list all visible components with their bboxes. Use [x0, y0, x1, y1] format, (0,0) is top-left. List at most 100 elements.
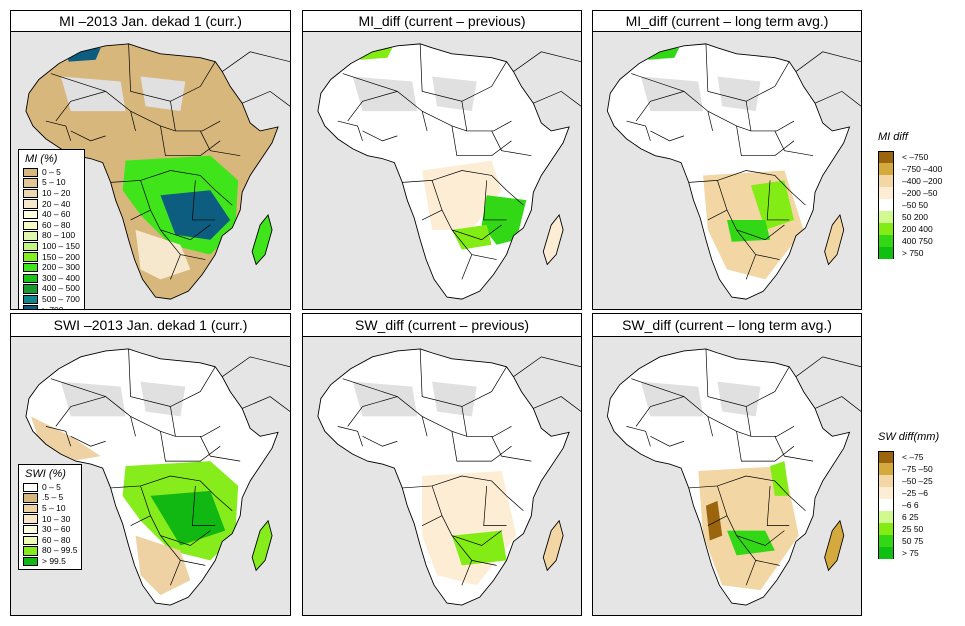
country-border: [491, 130, 532, 157]
data-region: [352, 381, 418, 417]
country-border: [170, 101, 221, 132]
country-border: [402, 475, 507, 497]
legend-swatch: [878, 187, 894, 199]
data-layer: [25, 348, 279, 606]
country-border: [631, 73, 713, 132]
legend-item: 200 – 300: [23, 262, 80, 273]
data-region: [65, 47, 101, 62]
legend-swatch: [878, 499, 894, 511]
country-border: [635, 91, 685, 122]
country-border: [362, 435, 398, 447]
panel-title: SW_diff (current – long term avg.): [592, 313, 862, 338]
country-border: [110, 475, 216, 497]
data-region: [824, 215, 844, 265]
country-border: [707, 110, 752, 132]
legend-item: 10 – 20: [23, 188, 80, 199]
country-border: [160, 431, 221, 462]
legend-item: > 75: [878, 547, 939, 559]
legend-label: 50 75: [902, 535, 924, 546]
legend-label: –6 6: [902, 499, 919, 510]
legend-swatch: [23, 284, 38, 294]
legend-label: 60 – 80: [42, 534, 71, 545]
legend-label: < –75: [902, 451, 924, 462]
legend-swatch: [23, 305, 38, 309]
madagascar-coastline: [251, 214, 273, 266]
legend-item: 100 – 150: [23, 241, 80, 252]
legend-sw-diff: SW diff(mm) < –75 –75 –50 –50 –25 –25 –6 –6 …: [878, 431, 939, 559]
legend-swatch: [23, 231, 38, 241]
legend-label: 40 – 60: [42, 209, 71, 220]
data-region: [543, 215, 564, 265]
country-border: [631, 378, 713, 437]
panel-title: SW_diff (current – previous): [302, 313, 582, 338]
legend-label: 60 – 80: [42, 219, 71, 230]
map-mi-diff-previous: [302, 31, 582, 310]
country-border: [717, 485, 785, 546]
legend-label: 0 – 5: [42, 166, 61, 177]
country-border: [130, 209, 151, 221]
country-border: [110, 170, 216, 191]
arabia-border: [222, 51, 290, 107]
country-border: [362, 130, 398, 142]
legend-item: 40 – 60: [23, 209, 80, 220]
africa-coastline: [25, 348, 279, 606]
legend-label: 20 – 40: [42, 198, 71, 209]
panel-mi-current: MI –2013 Jan. dekad 1 (curr.) MI (%) 0 –…: [10, 10, 291, 310]
legend-item: 25 50: [878, 523, 939, 535]
madagascar-coastline: [542, 519, 564, 572]
panel-mi-diff-previous: MI_diff (current – previous): [302, 10, 582, 310]
country-border: [70, 130, 106, 142]
data-region: [727, 530, 775, 556]
country-border: [483, 485, 507, 526]
africa-map: [25, 348, 290, 606]
data-region: [770, 461, 790, 496]
madagascar-coastline: [824, 519, 845, 572]
legend-swatch: [878, 151, 894, 163]
legend-swatch: [23, 178, 38, 188]
legend-swatch: [23, 493, 38, 503]
legend-swatch: [23, 482, 38, 492]
legend-label: 100 – 150: [42, 240, 80, 251]
legend-item: 400 – 500: [23, 284, 80, 295]
legend-label: 500 – 700: [42, 293, 80, 304]
africa-coastline: [606, 43, 851, 300]
arabia-border: [513, 356, 581, 412]
data-region: [135, 229, 191, 280]
legend-swatch: [878, 235, 894, 247]
legend-swatch: [23, 514, 38, 524]
country-border: [342, 73, 428, 132]
panel-title: MI –2013 Jan. dekad 1 (curr.): [10, 10, 291, 33]
country-border: [421, 209, 443, 221]
country-border: [461, 560, 473, 586]
legend-item: > 99.5: [23, 556, 77, 567]
country-border: [200, 130, 241, 157]
arabia-border: [513, 51, 581, 107]
legend-label: > 75: [902, 547, 919, 558]
legend-item: 6 25: [878, 511, 939, 523]
legend-item: 80 – 100: [23, 231, 80, 242]
legend-item: 60 – 80: [23, 535, 77, 546]
legend-swatch: [23, 546, 38, 556]
legend-item: < –750: [878, 151, 942, 163]
panel-sw-diff-previous: SW_diff (current – previous): [302, 313, 582, 616]
data-region: [451, 530, 507, 566]
map-sw-diff-long-term: [592, 336, 862, 616]
country-border: [650, 435, 685, 447]
country-border: [402, 170, 507, 191]
data-region: [727, 219, 771, 242]
legend-item: 0 – 5: [23, 167, 80, 178]
country-border: [766, 180, 790, 221]
country-border: [717, 180, 785, 241]
data-region: [432, 381, 477, 417]
country-border: [347, 396, 398, 427]
data-region: [824, 520, 844, 571]
data-region: [698, 466, 799, 591]
legend-label: 30 – 60: [42, 524, 71, 535]
legend-item: –75 –50: [878, 463, 939, 475]
legend-swatch: [23, 209, 38, 220]
legend-swatch: [878, 463, 894, 475]
country-border: [431, 180, 502, 241]
